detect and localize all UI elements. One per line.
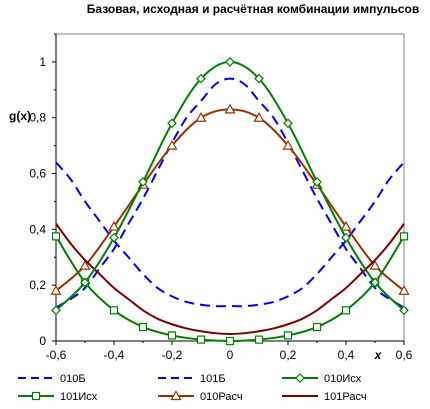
legend-label: 101Расч: [324, 391, 367, 403]
triangle-marker: [282, 139, 294, 150]
x-tick-label: 0,4: [338, 348, 355, 362]
legend: 010Б 101Б 010Исх 101Исх 010Расч 101Расч: [18, 373, 367, 403]
legend-item: 010Б: [18, 373, 86, 385]
square-marker: [283, 331, 293, 340]
legend-label: 010Расч: [200, 391, 243, 403]
series-010Расч: [50, 103, 410, 295]
triangle-marker: [224, 103, 236, 114]
series-010Б: [55, 77, 405, 309]
legend-item: 010Исх: [282, 373, 362, 385]
x-tick-label: 0: [227, 348, 234, 362]
axes: 0 0,2 0,4 0,6 0,8 1 -0,6 -0,4 -0,2 0 0,2 0,4 0,6 x: [29, 33, 413, 362]
diamond-marker: [295, 373, 305, 383]
diamond-marker: [399, 305, 409, 316]
square-marker: [225, 336, 235, 346]
diamond-marker: [370, 277, 380, 288]
series-010Исх: [51, 57, 409, 316]
diamond-marker: [225, 57, 235, 67]
diamond-marker: [341, 232, 351, 243]
x-tick-label: 0,6: [396, 348, 413, 362]
legend-item: 101Расч: [282, 391, 367, 403]
y-tick-label: 0: [39, 334, 46, 348]
diamond-marker: [312, 177, 322, 187]
y-tick-label: 0,8: [29, 111, 46, 125]
x-tick-label: -0,6: [46, 348, 67, 362]
diamond-marker: [109, 232, 119, 243]
legend-label: 010Б: [60, 373, 86, 385]
x-tick-label: -0,4: [104, 348, 125, 362]
triangle-marker: [166, 139, 178, 150]
x-tick-label: 0,2: [280, 348, 297, 362]
square-marker: [51, 232, 61, 241]
legend-item: 101Исх: [18, 391, 98, 403]
plot-frame: [55, 33, 405, 342]
series-line: [55, 77, 405, 309]
triangle-marker: [195, 112, 207, 122]
diamond-marker: [283, 118, 293, 129]
x-tick-label: -0,2: [162, 348, 183, 362]
y-tick-label: 0,4: [29, 222, 46, 236]
diamond-marker: [196, 73, 206, 84]
y-tick-label: 1: [39, 55, 46, 69]
legend-item: 010Расч: [158, 390, 243, 403]
square-marker: [109, 306, 119, 315]
triangle-marker: [170, 390, 182, 401]
triangle-marker: [50, 285, 62, 295]
chart-title: Базовая, исходная и расчётная комбинации…: [87, 2, 419, 16]
series-101Расч: [55, 223, 405, 336]
x-axis-label: x: [374, 348, 383, 362]
square-marker: [196, 335, 206, 344]
triangle-marker: [340, 220, 352, 231]
diamond-marker: [138, 177, 148, 187]
square-marker: [31, 391, 41, 401]
diamond-marker: [51, 305, 61, 316]
diamond-marker: [80, 277, 90, 288]
series-line: [55, 223, 405, 336]
series-layer: [50, 57, 410, 346]
legend-item: 101Б: [158, 373, 226, 385]
triangle-marker: [369, 259, 381, 270]
square-marker: [167, 331, 177, 340]
legend-label: 010Исх: [324, 373, 362, 385]
square-marker: [254, 335, 264, 344]
triangle-marker: [253, 112, 265, 122]
y-axis-label: g(x): [9, 109, 31, 123]
triangle-marker: [108, 220, 120, 231]
diamond-marker: [167, 118, 177, 129]
y-tick-label: 0,6: [29, 167, 46, 181]
plot-area: [55, 33, 405, 342]
triangle-marker: [398, 285, 410, 295]
legend-label: 101Исх: [60, 391, 98, 403]
square-marker: [138, 322, 148, 332]
y-tick-label: 0,2: [29, 278, 46, 292]
square-marker: [399, 232, 409, 241]
square-marker: [312, 322, 322, 332]
diamond-marker: [254, 73, 264, 84]
triangle-marker: [79, 259, 91, 270]
square-marker: [341, 306, 351, 315]
legend-label: 101Б: [200, 373, 226, 385]
